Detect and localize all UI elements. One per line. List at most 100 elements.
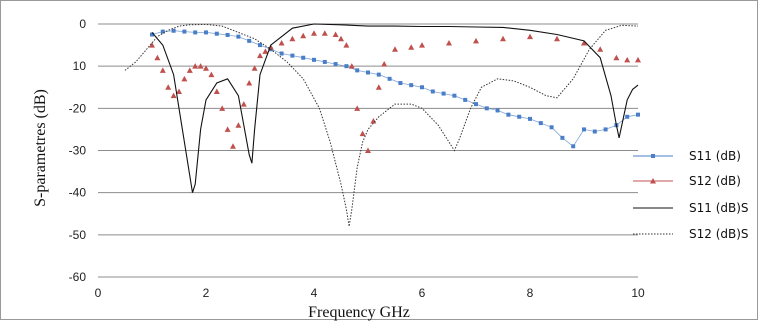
x-tick-label: 2 xyxy=(203,286,210,300)
data-point xyxy=(154,54,161,61)
data-point xyxy=(333,62,338,67)
data-point xyxy=(549,125,554,130)
data-point xyxy=(527,33,533,40)
data-point xyxy=(165,84,172,90)
data-point xyxy=(473,37,479,44)
data-point xyxy=(197,63,204,69)
x-tick-label: 10 xyxy=(631,286,645,300)
y-tick-label: -20 xyxy=(69,101,87,115)
legend-label: S11 (dB) xyxy=(689,149,741,163)
data-point xyxy=(300,32,307,39)
data-point xyxy=(624,56,631,63)
data-point xyxy=(203,65,209,71)
data-point xyxy=(581,39,587,46)
data-point xyxy=(258,43,262,48)
data-point xyxy=(408,44,415,50)
data-point xyxy=(452,93,457,98)
data-point xyxy=(538,121,543,126)
y-tick-label: -40 xyxy=(69,186,87,200)
series-2 xyxy=(151,23,639,193)
data-point xyxy=(311,30,317,36)
data-point xyxy=(193,30,198,35)
plot-series xyxy=(124,23,641,227)
data-point xyxy=(290,53,295,58)
y-tick-label: -50 xyxy=(69,228,87,242)
data-point xyxy=(344,64,349,69)
data-point xyxy=(517,114,522,119)
data-point xyxy=(365,147,371,153)
data-point xyxy=(230,143,236,149)
data-point xyxy=(528,116,532,121)
legend-entry-0: S11 (dB) xyxy=(633,149,741,163)
legend-entry-1: S12 (dB) xyxy=(633,174,741,188)
data-point xyxy=(375,84,382,90)
data-point xyxy=(289,35,296,42)
data-point xyxy=(225,32,230,37)
data-point xyxy=(247,38,252,43)
y-tick-label: 0 xyxy=(79,17,86,31)
data-point xyxy=(582,127,586,132)
data-point xyxy=(392,46,398,52)
data-point xyxy=(192,63,199,69)
data-point xyxy=(474,102,478,107)
data-point xyxy=(262,48,269,54)
y-tick-label: -30 xyxy=(69,144,87,158)
series-0 xyxy=(150,28,640,149)
data-point xyxy=(359,130,366,137)
data-point xyxy=(495,108,500,113)
axes: 0 10 -20 -30 -40 -50 -60 0 2 4 6 8 10 xyxy=(69,17,645,300)
data-point xyxy=(240,101,247,107)
data-point xyxy=(636,112,640,117)
data-point xyxy=(176,88,182,94)
data-point xyxy=(159,67,166,73)
data-point xyxy=(420,85,424,90)
legend: S11 (dB) S12 (dB) S11 (dB)S S12 (dB)S xyxy=(633,149,749,241)
data-point xyxy=(338,35,344,42)
legend-entry-2: S11 (dB)S xyxy=(633,201,749,215)
data-point xyxy=(236,34,241,39)
data-point xyxy=(343,42,350,48)
data-point xyxy=(246,80,253,86)
data-point xyxy=(355,68,360,73)
x-axis-title: Frequency GHz xyxy=(308,304,410,321)
data-point xyxy=(554,35,560,42)
gridlines xyxy=(98,23,638,236)
data-point xyxy=(441,91,446,96)
data-point xyxy=(322,59,327,64)
data-point xyxy=(186,67,193,73)
data-point xyxy=(484,106,489,111)
series-1 xyxy=(149,30,641,153)
data-point xyxy=(463,97,468,102)
data-point xyxy=(376,72,381,77)
data-point xyxy=(387,76,392,81)
data-point xyxy=(219,105,226,111)
data-point xyxy=(597,46,604,52)
data-point xyxy=(214,31,219,36)
data-point xyxy=(430,89,435,94)
legend-label: S12 (dB) xyxy=(689,174,741,188)
series-3 xyxy=(124,23,639,227)
series-line xyxy=(151,23,639,193)
data-point xyxy=(170,92,177,99)
data-point xyxy=(257,52,263,59)
data-point xyxy=(419,42,425,48)
data-point xyxy=(354,105,361,111)
data-point xyxy=(370,117,377,124)
legend-entry-3: S12 (dB)S xyxy=(633,227,749,241)
data-point xyxy=(332,31,339,38)
data-point xyxy=(625,114,630,119)
data-point xyxy=(446,39,452,46)
data-point xyxy=(312,57,316,62)
data-point xyxy=(208,71,215,78)
data-point xyxy=(506,112,511,117)
data-point xyxy=(650,178,656,184)
data-point xyxy=(181,75,188,82)
x-tick-label: 8 xyxy=(527,286,534,300)
y-tick-label: -60 xyxy=(69,270,87,284)
data-point xyxy=(381,61,388,67)
x-tick-label: 4 xyxy=(311,286,318,300)
data-point xyxy=(613,54,620,61)
data-point xyxy=(149,42,155,48)
data-point xyxy=(651,154,655,158)
